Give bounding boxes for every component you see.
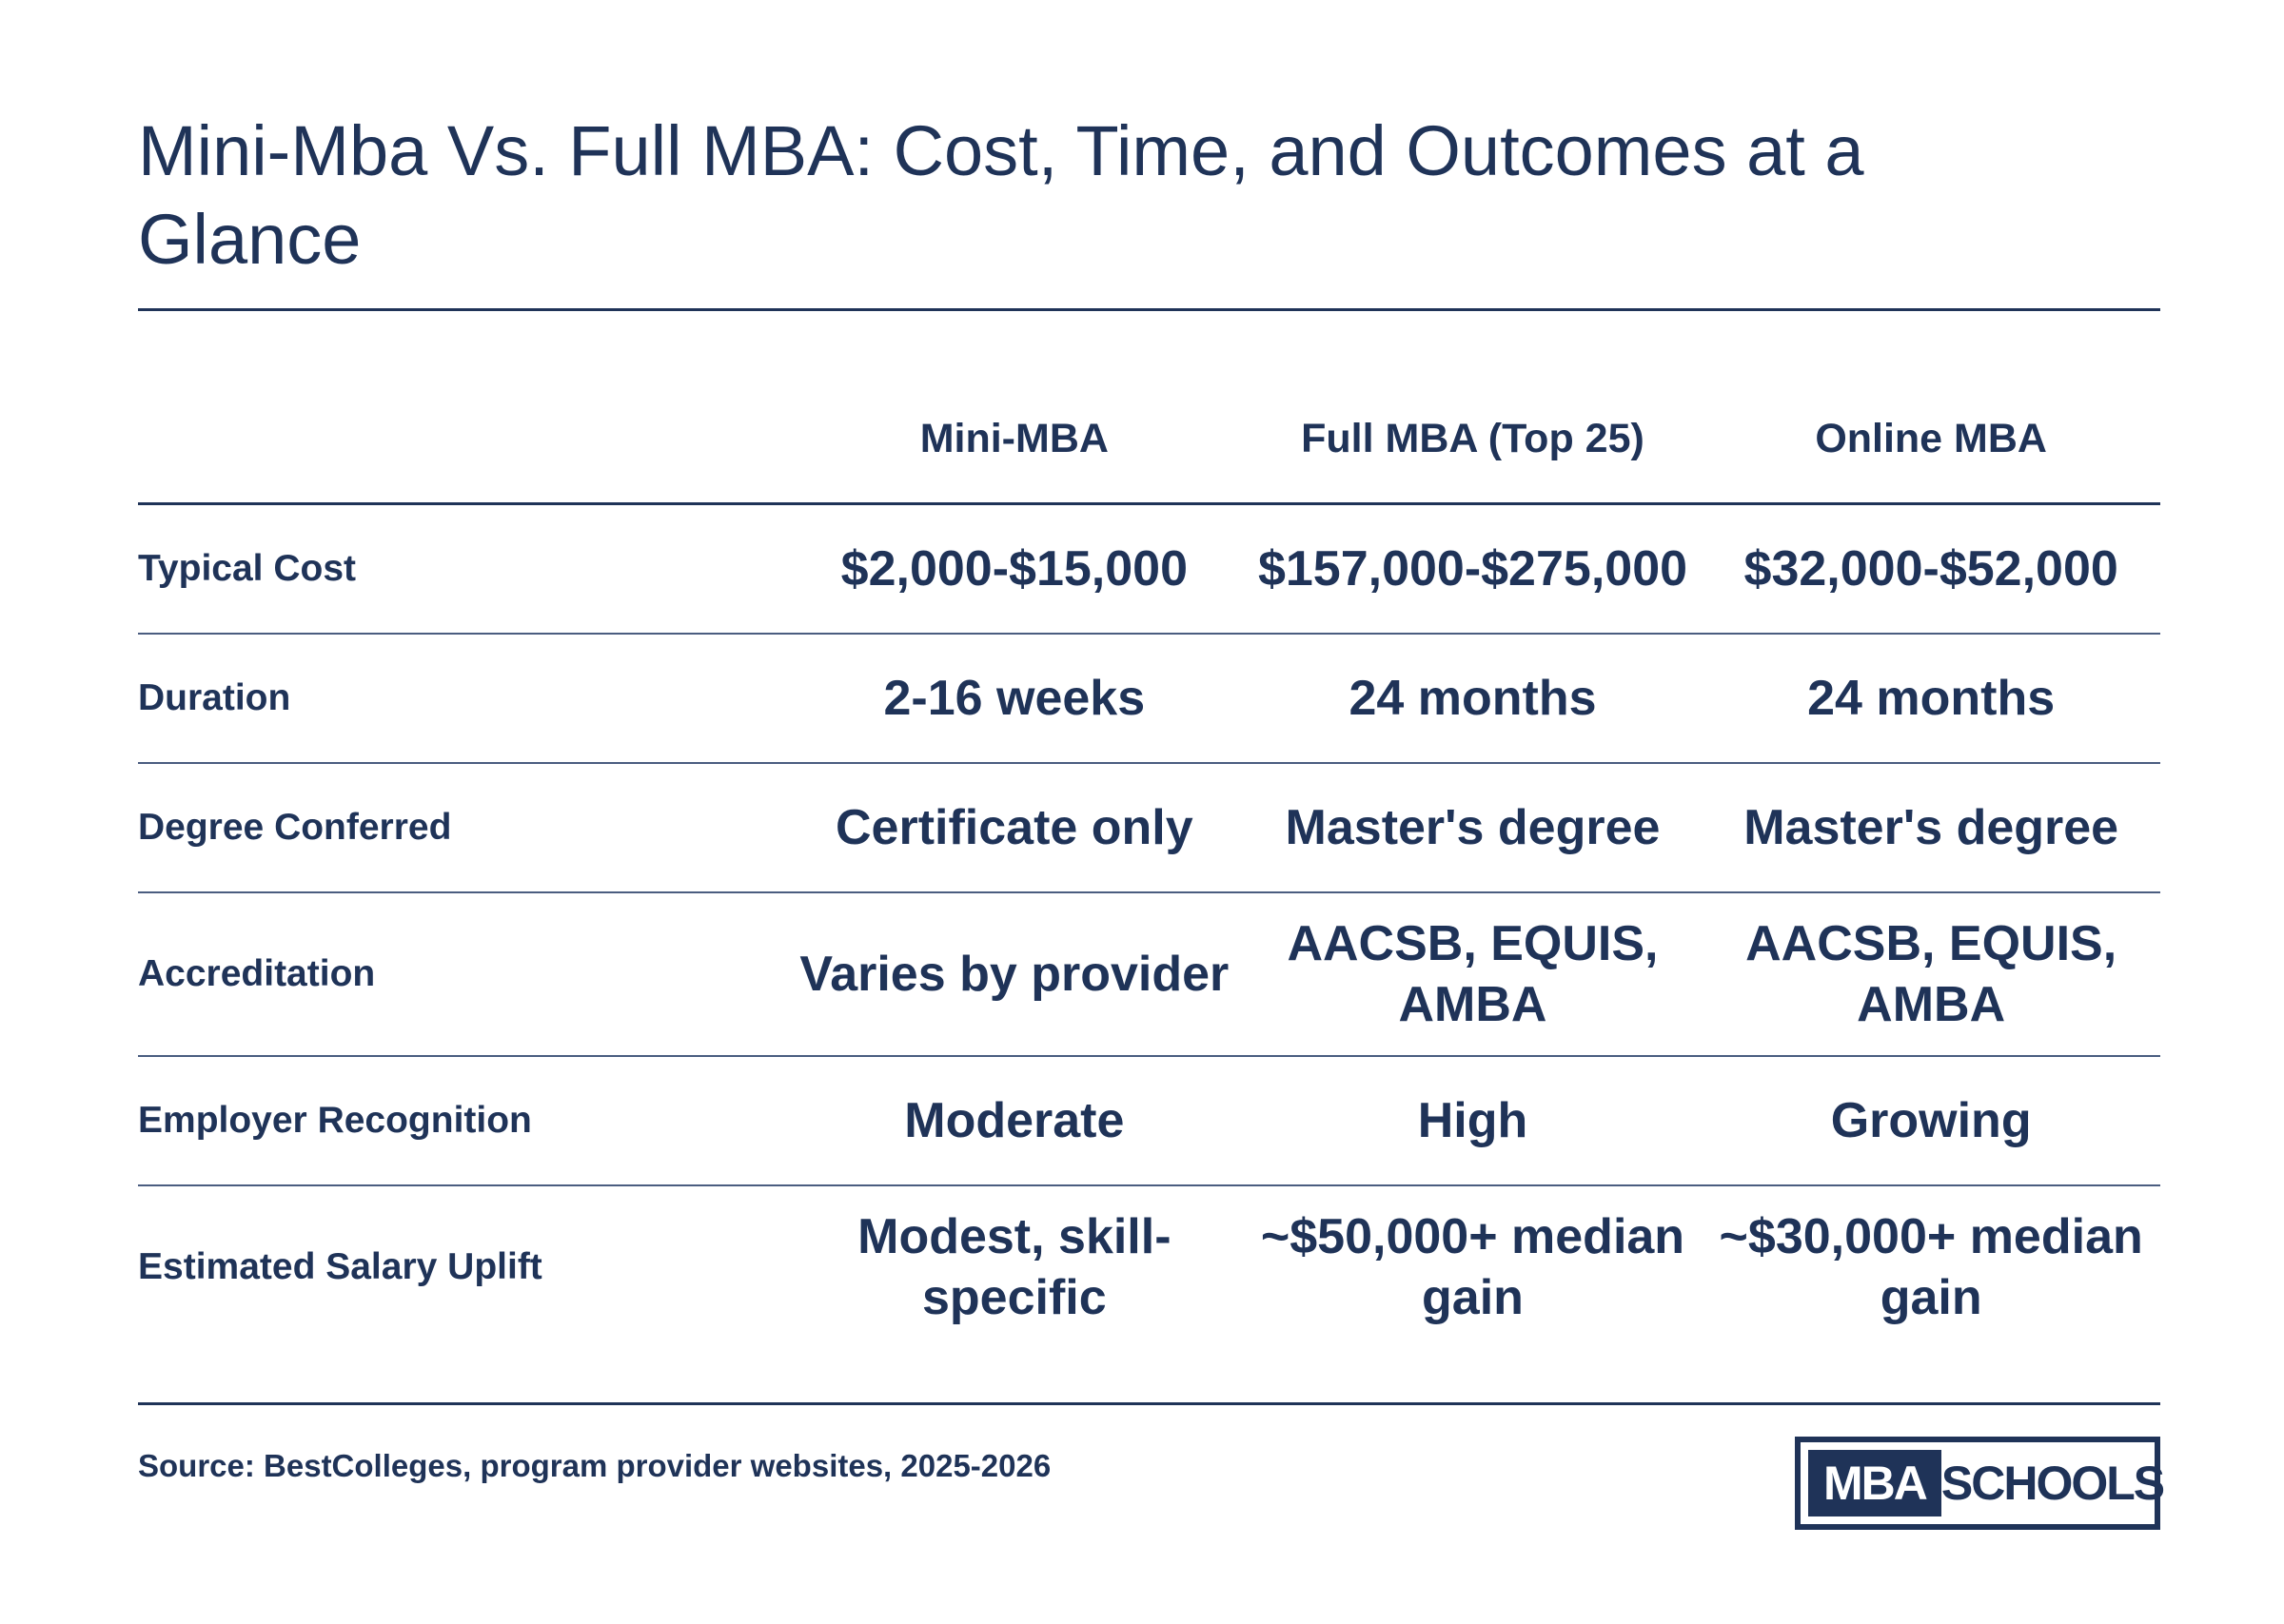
table-cell: 2-16 weeks: [785, 634, 1244, 764]
row-label: Duration: [138, 634, 785, 764]
table-row: Employer Recognition Moderate High Growi…: [138, 1056, 2160, 1186]
table-cell: ~$30,000+ median gain: [1719, 1209, 2143, 1325]
table-cell: ~$50,000+ median gain: [1260, 1209, 1685, 1325]
table-cell: $32,000-$52,000: [1702, 503, 2160, 635]
row-label: Typical Cost: [138, 503, 785, 635]
source-note: Source: BestColleges, program provider w…: [138, 1448, 1052, 1483]
column-header-full-mba: Full MBA (Top 25): [1243, 376, 1703, 505]
logo-schools-text: SCHOOLS: [1940, 1457, 2165, 1510]
table-cell: AACSB, EQUIS, AMBA: [1702, 892, 2160, 1057]
table-row: Typical Cost $2,000-$15,000 $157,000-$27…: [138, 503, 2160, 635]
table-cell: Varies by provider: [785, 892, 1244, 1057]
column-header-empty: [138, 376, 785, 505]
table-cell: $2,000-$15,000: [785, 503, 1244, 635]
row-label: Estimated Salary Uplift: [138, 1246, 542, 1287]
row-label: Employer Recognition: [138, 1056, 785, 1186]
table-cell: High: [1243, 1056, 1703, 1186]
table-cell: 24 months: [1702, 634, 2160, 764]
table-cell: 24 months: [1243, 634, 1703, 764]
column-header-mini-mba: Mini-MBA: [785, 376, 1244, 505]
row-label: Degree Conferred: [138, 763, 785, 893]
footer-divider: [138, 1402, 2160, 1405]
title-divider: [138, 308, 2160, 311]
table-row: Accreditation Varies by provider AACSB, …: [138, 892, 2160, 1057]
table-cell: Moderate: [785, 1056, 1244, 1186]
table-cell: $157,000-$275,000: [1243, 503, 1703, 635]
table-cell: Master's degree: [1702, 763, 2160, 893]
page-title: Mini-Mba Vs. Full MBA: Cost, Time, and O…: [138, 111, 1864, 279]
table-cell: Modest, skill-specific: [857, 1209, 1172, 1325]
table-row: Degree Conferred Certificate only Master…: [138, 763, 2160, 893]
table-cell: Master's degree: [1243, 763, 1703, 893]
table-cell: AACSB, EQUIS, AMBA: [1243, 892, 1703, 1057]
logo-mba-text: MBA: [1808, 1450, 1941, 1516]
row-label: Accreditation: [138, 892, 785, 1057]
comparison-table: Mini-MBA Full MBA (Top 25) Online MBA Ty…: [138, 376, 2160, 1348]
mba-schools-logo: MBA SCHOOLS: [1795, 1437, 2165, 1530]
table-cell: Certificate only: [785, 763, 1244, 893]
table-row: Duration 2-16 weeks 24 months 24 months: [138, 634, 2160, 764]
table-cell: Growing: [1702, 1056, 2160, 1186]
table-header-row: Mini-MBA Full MBA (Top 25) Online MBA: [138, 376, 2160, 505]
table-row: Estimated Salary Uplift Modest, skill-sp…: [138, 1185, 2160, 1348]
page: Mini-Mba Vs. Full MBA: Cost, Time, and O…: [138, 0, 2165, 1624]
column-header-online-mba: Online MBA: [1702, 376, 2160, 505]
